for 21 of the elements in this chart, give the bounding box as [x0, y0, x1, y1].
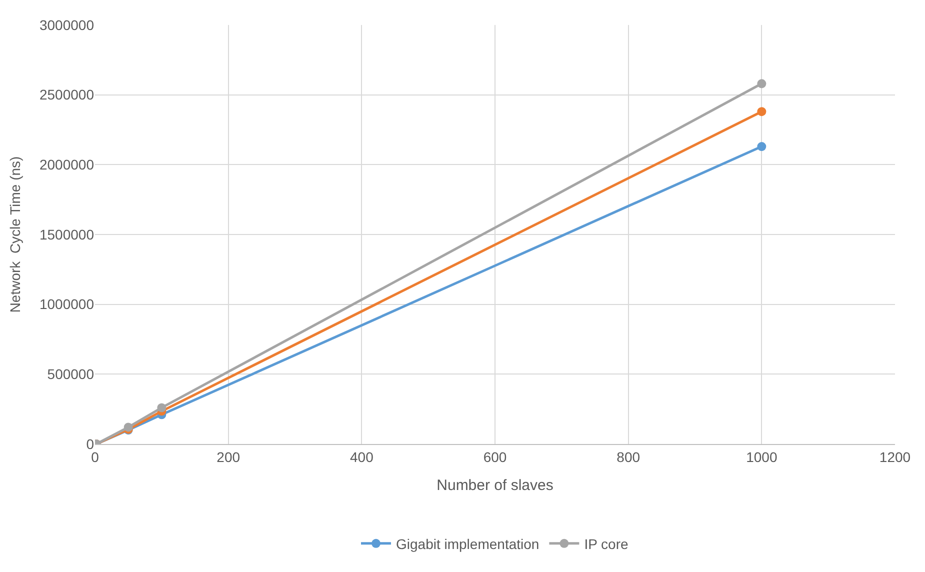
x-tick-label: 800 [616, 448, 640, 465]
y-tick-label: 1000000 [39, 296, 94, 312]
x-tick-label: 1000 [746, 448, 778, 465]
y-tick-label: 3000000 [39, 16, 94, 33]
y-tick-label: 2000000 [39, 156, 94, 173]
point [157, 403, 166, 412]
y-tick-label: 0 [86, 436, 94, 452]
x-tick-label: 1200 [879, 448, 911, 465]
y-tick-label: 1500000 [39, 226, 94, 242]
point [757, 79, 766, 88]
legend-label: IP core [584, 536, 628, 552]
y-axis-title: Network Cycle Time (ns) [7, 156, 24, 313]
y-tick-label: 2500000 [39, 86, 94, 103]
point [757, 107, 766, 116]
x-tick-label: 600 [483, 448, 507, 465]
x-tick-label: 200 [216, 448, 240, 465]
y-tick-label: 500000 [47, 366, 94, 382]
point [757, 142, 766, 152]
legend-label: Gigabit implementation [396, 536, 540, 552]
x-axis-title: Number of slaves [436, 476, 554, 494]
x-tick-label: 400 [350, 448, 374, 465]
